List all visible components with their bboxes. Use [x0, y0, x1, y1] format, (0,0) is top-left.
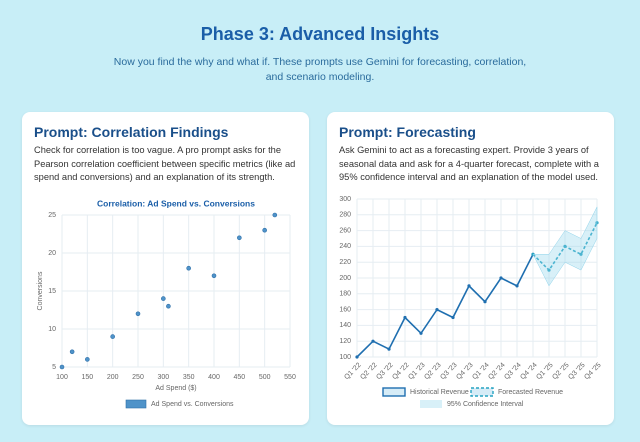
page-title: Phase 3: Advanced Insights [200, 24, 440, 44]
card-text: Ask Gemini to act as a forecasting exper… [339, 145, 599, 182]
y-tick-label: 25 [48, 212, 56, 219]
y-tick-label: 5 [52, 364, 56, 371]
line-point [547, 268, 551, 272]
card: Prompt: Correlation Findings Check for c… [22, 112, 309, 425]
x-tick-label: 550 [284, 374, 296, 381]
x-tick-label: 150 [81, 374, 93, 381]
scatter-point [272, 212, 278, 218]
card-title: Prompt: Correlation Findings [34, 124, 229, 140]
scatter-point [237, 235, 242, 241]
line-point [515, 284, 519, 288]
y-tick-label: 20 [48, 250, 56, 257]
chart-title: Correlation: Ad Spend vs. Conversions [97, 198, 255, 208]
line-point [483, 300, 487, 304]
x-tick-label: 250 [132, 374, 144, 381]
y-tick-label: 260 [339, 227, 351, 234]
line-point [451, 315, 455, 320]
scatter-point [69, 349, 75, 355]
x-tick-label: 400 [208, 374, 220, 381]
line-point [355, 355, 359, 359]
scatter-point [59, 364, 65, 370]
scatter-point [161, 296, 166, 301]
line-point [563, 244, 567, 248]
legend-swatch [470, 387, 494, 397]
y-tick-label: 200 [339, 275, 351, 282]
x-tick-label: 100 [56, 374, 68, 381]
x-tick-label: Q2 '23 [423, 362, 442, 381]
x-tick-label: 300 [157, 374, 169, 381]
line-point [371, 339, 375, 343]
card-title: Prompt: Forecasting [339, 124, 476, 140]
x-tick-label: Q3 '22 [375, 362, 394, 381]
x-tick-label: Q2 '25 [551, 362, 570, 381]
line-point [467, 284, 471, 288]
line [356, 253, 534, 358]
x-tick-label: Q2 '22 [359, 362, 378, 381]
card-text: Check for correlation is too vague. A pr… [34, 145, 296, 182]
legend-label: Forecasted Revenue [498, 389, 563, 396]
x-tick-label: Q3 '25 [567, 362, 586, 381]
y-tick-label: 140 [339, 322, 351, 329]
x-tick-label: 200 [107, 374, 119, 381]
x-tick-label: Q1 '23 [407, 362, 426, 381]
x-tick-label: Q1 '24 [471, 362, 490, 381]
x-tick-label: Q4 '22 [391, 362, 410, 381]
scatter-point [166, 303, 171, 309]
x-tick-label: Q3 '24 [503, 362, 522, 381]
y-tick-label: 180 [339, 291, 351, 298]
line-point [419, 331, 423, 335]
y-tick-label: 10 [48, 326, 56, 333]
y-tick-label: 120 [339, 338, 351, 345]
x-tick-label: 450 [233, 374, 245, 381]
legend-label: 95% Confidence Interval [447, 401, 524, 408]
y-tick-label: 220 [339, 259, 351, 266]
page-subtitle: Now you find the why and what if. These … [113, 56, 527, 83]
y-tick-label: 160 [339, 306, 351, 313]
y-tick-label: 300 [339, 196, 351, 203]
line-point [387, 347, 391, 351]
y-tick-label: 100 [339, 354, 351, 361]
scatter-point [110, 334, 115, 339]
legend-label: Historical Revenue [410, 389, 469, 396]
scatter-point [262, 227, 267, 233]
y-axis-title: Conversions [37, 271, 44, 310]
x-tick-label: Q1 '22 [343, 362, 362, 381]
x-tick-label: Q4 '25 [583, 362, 602, 381]
confidence-band [532, 206, 598, 287]
x-tick-label: Q3 '23 [439, 362, 458, 381]
legend-swatch [382, 387, 406, 397]
y-tick-label: 280 [339, 212, 351, 219]
legend-label: Ad Spend vs. Conversions [151, 401, 234, 408]
y-tick-label: 15 [48, 288, 56, 295]
x-tick-label: Q2 '24 [487, 362, 506, 381]
line-point [499, 276, 503, 280]
scatter-point [211, 273, 217, 279]
x-tick-label: 500 [259, 374, 271, 381]
y-tick-label: 240 [339, 243, 351, 250]
legend-swatch [125, 399, 147, 409]
scatter-point [85, 357, 90, 362]
card: Prompt: Forecasting Ask Gemini to act as… [327, 112, 614, 425]
line-point [435, 308, 439, 312]
x-axis-title: Ad Spend ($) [155, 385, 196, 392]
legend-swatch [420, 400, 442, 408]
x-tick-label: 350 [183, 374, 195, 381]
scatter-point [186, 265, 191, 271]
x-tick-label: Q4 '23 [455, 362, 474, 381]
line-point [579, 252, 583, 256]
scatter-point [135, 311, 141, 317]
line-point [403, 315, 407, 320]
x-tick-label: Q1 '25 [535, 362, 554, 381]
x-tick-label: Q4 '24 [519, 362, 538, 381]
